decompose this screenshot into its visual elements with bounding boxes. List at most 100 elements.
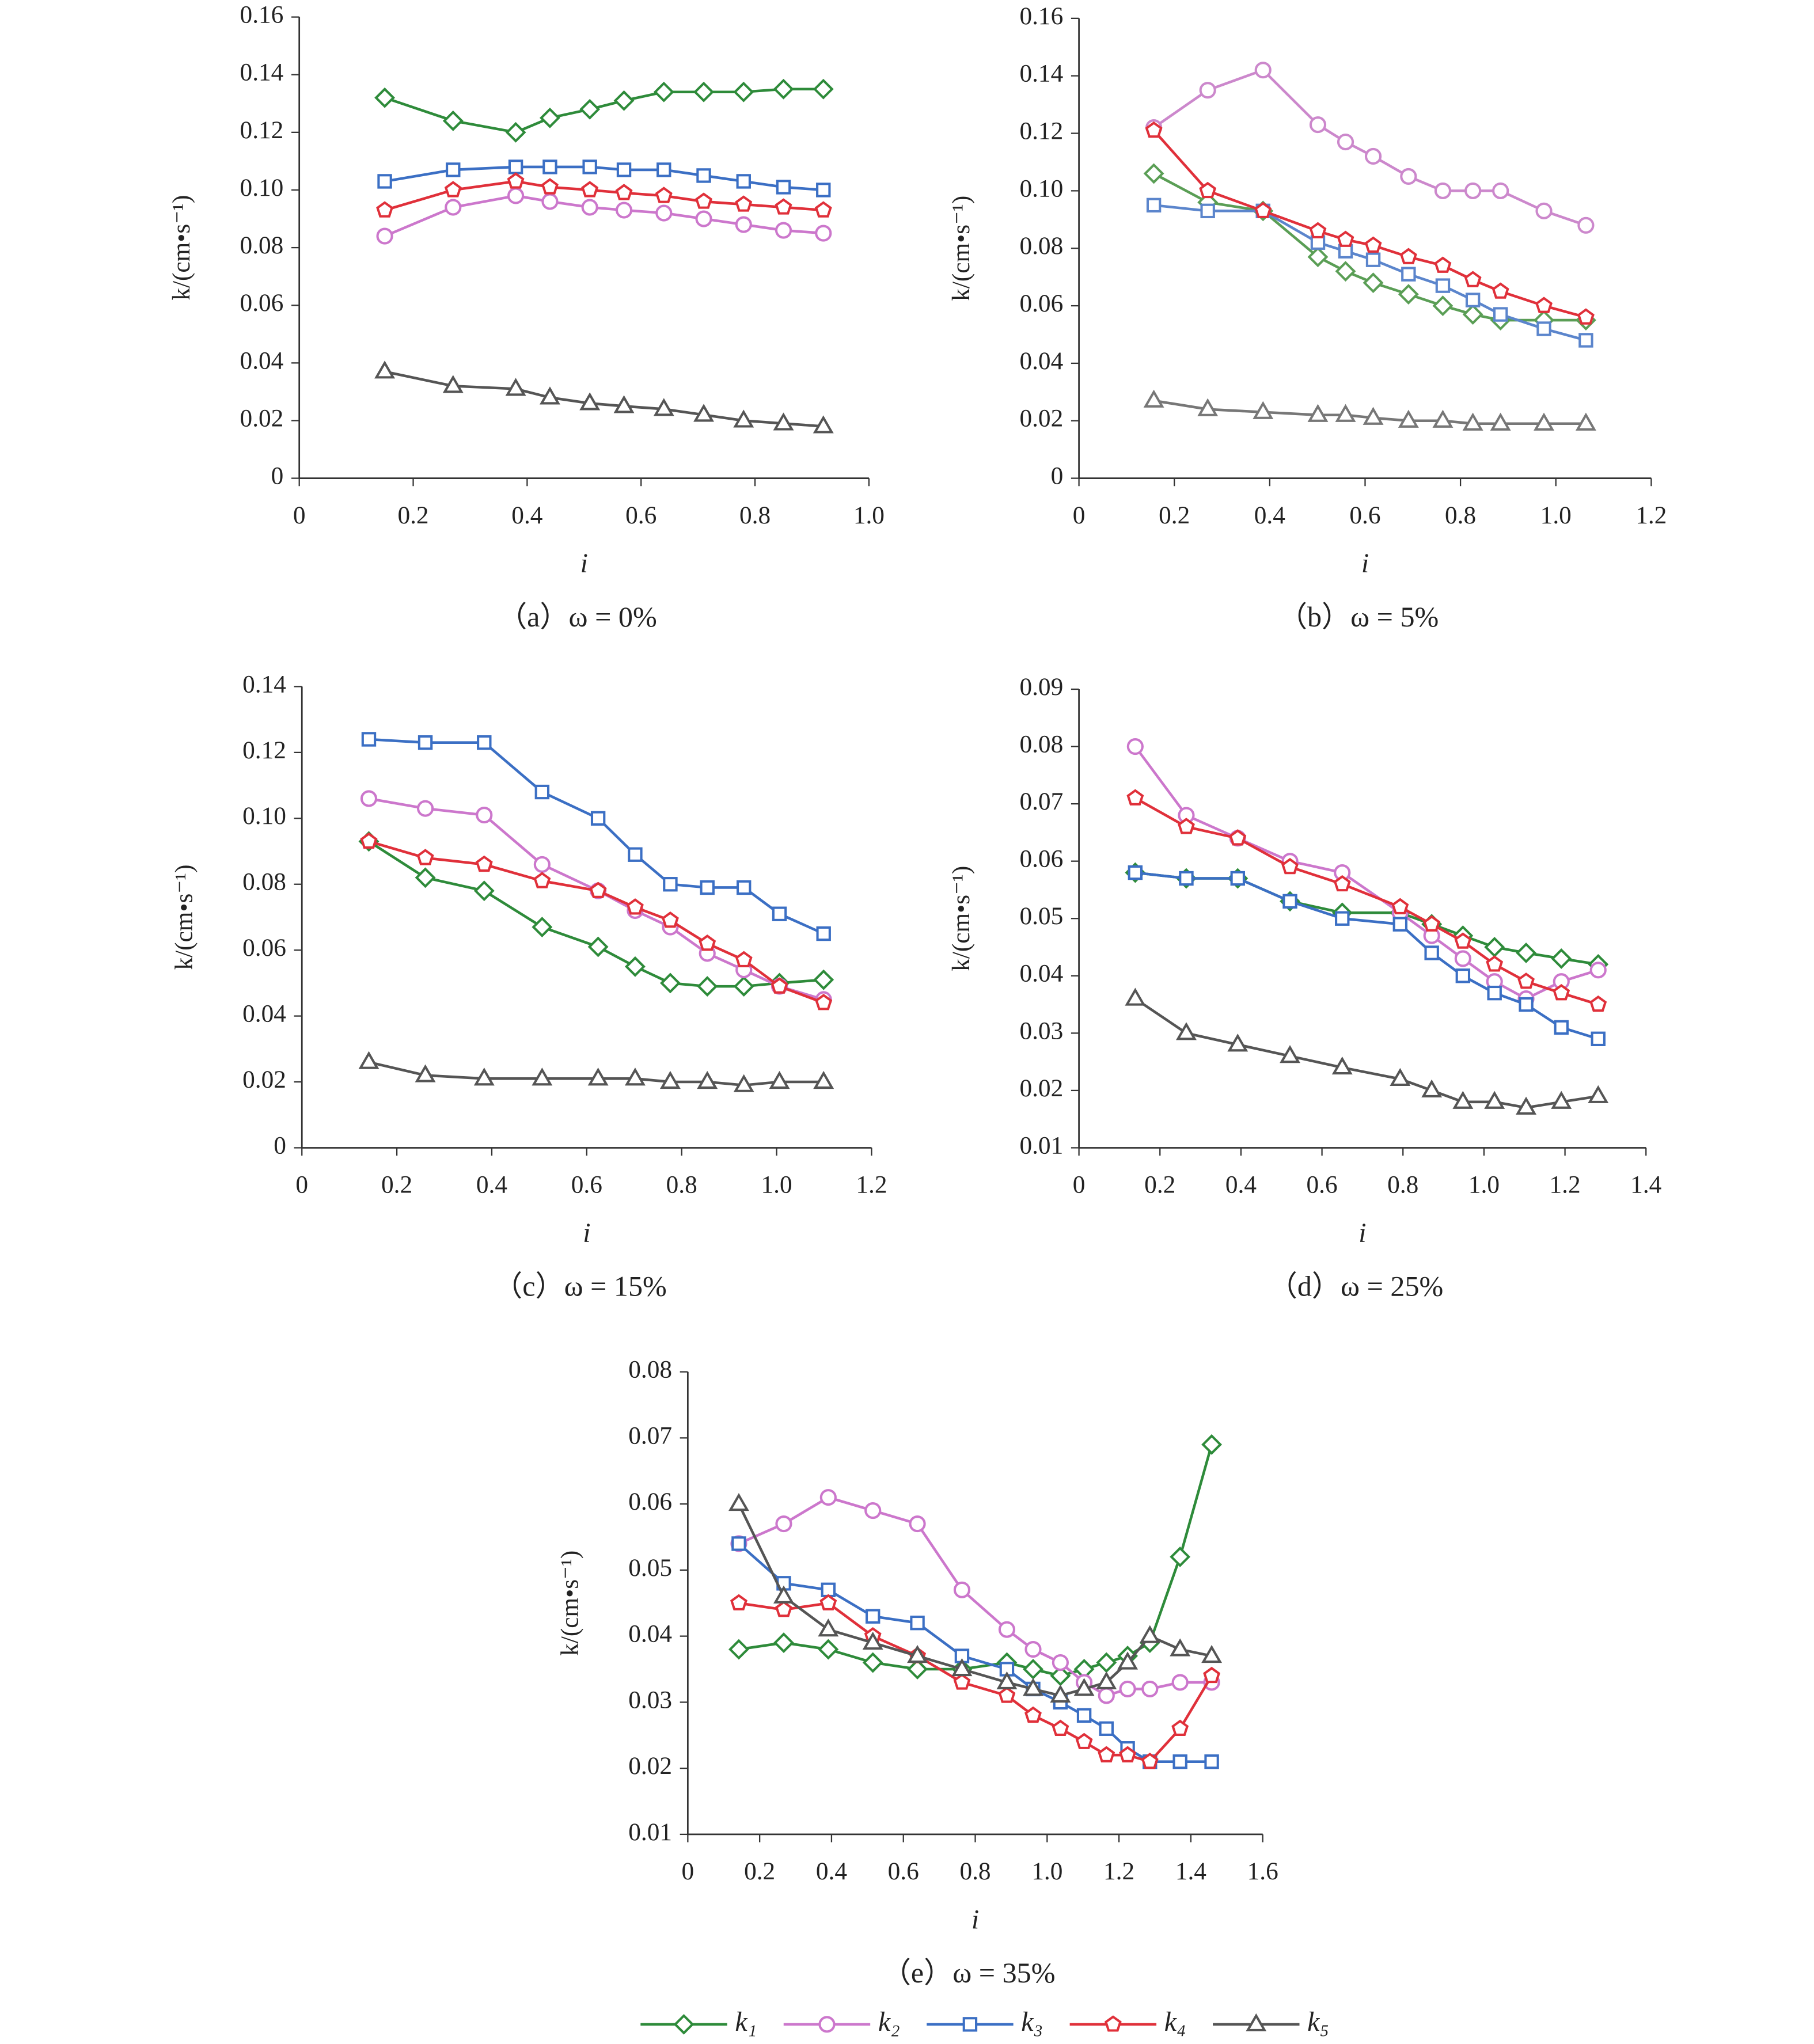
marker — [1178, 818, 1195, 834]
marker — [507, 172, 525, 189]
marker — [1141, 1680, 1159, 1697]
y-tick-label: 0 — [274, 1131, 286, 1159]
y-tick-label: 0.02 — [628, 1752, 672, 1780]
y-tick-label: 0 — [271, 462, 284, 490]
marker — [656, 162, 671, 177]
y-tick-label: 0.12 — [240, 116, 284, 144]
marker — [1363, 272, 1384, 294]
marker — [728, 1492, 749, 1511]
x-tick-label: 1.4 — [1175, 1857, 1206, 1885]
x-tick-label: 0.8 — [1445, 501, 1476, 529]
marker — [864, 1502, 882, 1519]
x-axis-label: i — [583, 1218, 590, 1248]
marker — [813, 78, 834, 100]
marker — [360, 832, 378, 849]
marker — [1098, 1687, 1115, 1704]
series-line — [1134, 746, 1599, 1001]
marker — [697, 1070, 718, 1089]
x-axis-label: i — [580, 548, 588, 579]
legend-marker — [818, 2016, 836, 2033]
series-line — [1134, 797, 1599, 1006]
marker — [358, 1051, 380, 1069]
marker — [951, 1658, 973, 1677]
y-tick-label: 0.01 — [1019, 1131, 1063, 1159]
marker — [1554, 1020, 1569, 1035]
marker — [442, 375, 464, 393]
marker — [1551, 948, 1572, 969]
marker — [1553, 983, 1570, 1001]
y-tick-label: 0.10 — [1019, 174, 1063, 202]
marker — [772, 906, 787, 921]
marker — [505, 121, 526, 143]
marker — [773, 1585, 794, 1604]
marker — [909, 1515, 926, 1533]
marker — [1575, 412, 1596, 431]
marker — [776, 180, 791, 195]
y-tick-label: 0.04 — [1019, 960, 1063, 987]
x-tick-label: 1.0 — [1540, 501, 1572, 529]
x-tick-label: 1.2 — [1635, 501, 1667, 529]
marker — [376, 227, 393, 245]
x-tick-label: 1.0 — [761, 1171, 792, 1199]
marker — [1075, 1733, 1093, 1749]
marker — [507, 187, 525, 204]
y-tick-label: 0.06 — [628, 1488, 672, 1515]
marker — [1024, 1641, 1042, 1658]
marker — [1309, 222, 1327, 238]
marker — [613, 395, 635, 413]
x-tick-label: 1.6 — [1247, 1857, 1278, 1885]
x-tick-label: 0.6 — [625, 501, 656, 529]
chart-title: （d）ω = 25% — [1269, 1270, 1444, 1302]
marker — [733, 81, 754, 102]
x-tick-label: 0.2 — [1159, 501, 1190, 529]
marker — [1199, 82, 1216, 99]
x-tick-label: 0 — [1073, 501, 1086, 529]
marker — [416, 800, 434, 817]
chart-title: （e）ω = 35% — [882, 1956, 1056, 1989]
marker — [1432, 295, 1454, 316]
marker — [442, 110, 464, 131]
marker — [1281, 857, 1299, 875]
marker — [737, 880, 752, 895]
marker — [910, 1615, 925, 1631]
marker — [1434, 182, 1452, 199]
y-tick-label: 0.03 — [1019, 1017, 1063, 1044]
series-line — [1134, 997, 1599, 1110]
marker — [1462, 412, 1483, 431]
marker — [1589, 962, 1607, 979]
legend-marker — [962, 2017, 978, 2032]
marker — [579, 392, 601, 411]
y-tick-label: 0.05 — [628, 1554, 672, 1582]
y-tick-label: 0.14 — [240, 59, 284, 86]
marker — [1119, 1680, 1136, 1697]
chart-title: （c）ω = 15% — [494, 1270, 667, 1302]
marker — [735, 216, 752, 233]
legend-label: k₁ — [735, 2007, 757, 2037]
marker — [624, 1067, 646, 1086]
marker — [533, 856, 551, 873]
y-tick-label: 0 — [1051, 462, 1064, 490]
marker — [1280, 1045, 1300, 1063]
marker — [695, 192, 712, 209]
marker — [953, 1673, 971, 1690]
x-tick-label: 0.6 — [571, 1171, 602, 1199]
marker — [446, 162, 461, 177]
x-axis-label: i — [971, 1904, 979, 1935]
marker — [613, 90, 635, 111]
marker — [1170, 1638, 1191, 1657]
y-tick-label: 0.02 — [242, 1066, 286, 1093]
marker — [1392, 917, 1408, 932]
marker — [775, 198, 792, 215]
marker — [1493, 307, 1508, 322]
marker — [862, 1652, 883, 1673]
marker — [539, 107, 560, 128]
legend-label: k₅ — [1307, 2007, 1329, 2037]
x-tick-label: 0.4 — [1225, 1171, 1257, 1199]
marker — [1229, 829, 1247, 846]
marker — [1516, 943, 1537, 963]
marker — [1519, 997, 1534, 1012]
x-tick-label: 0.4 — [816, 1857, 847, 1885]
marker — [775, 222, 792, 239]
x-tick-label: 1.2 — [1103, 1857, 1134, 1885]
marker — [1535, 202, 1553, 219]
